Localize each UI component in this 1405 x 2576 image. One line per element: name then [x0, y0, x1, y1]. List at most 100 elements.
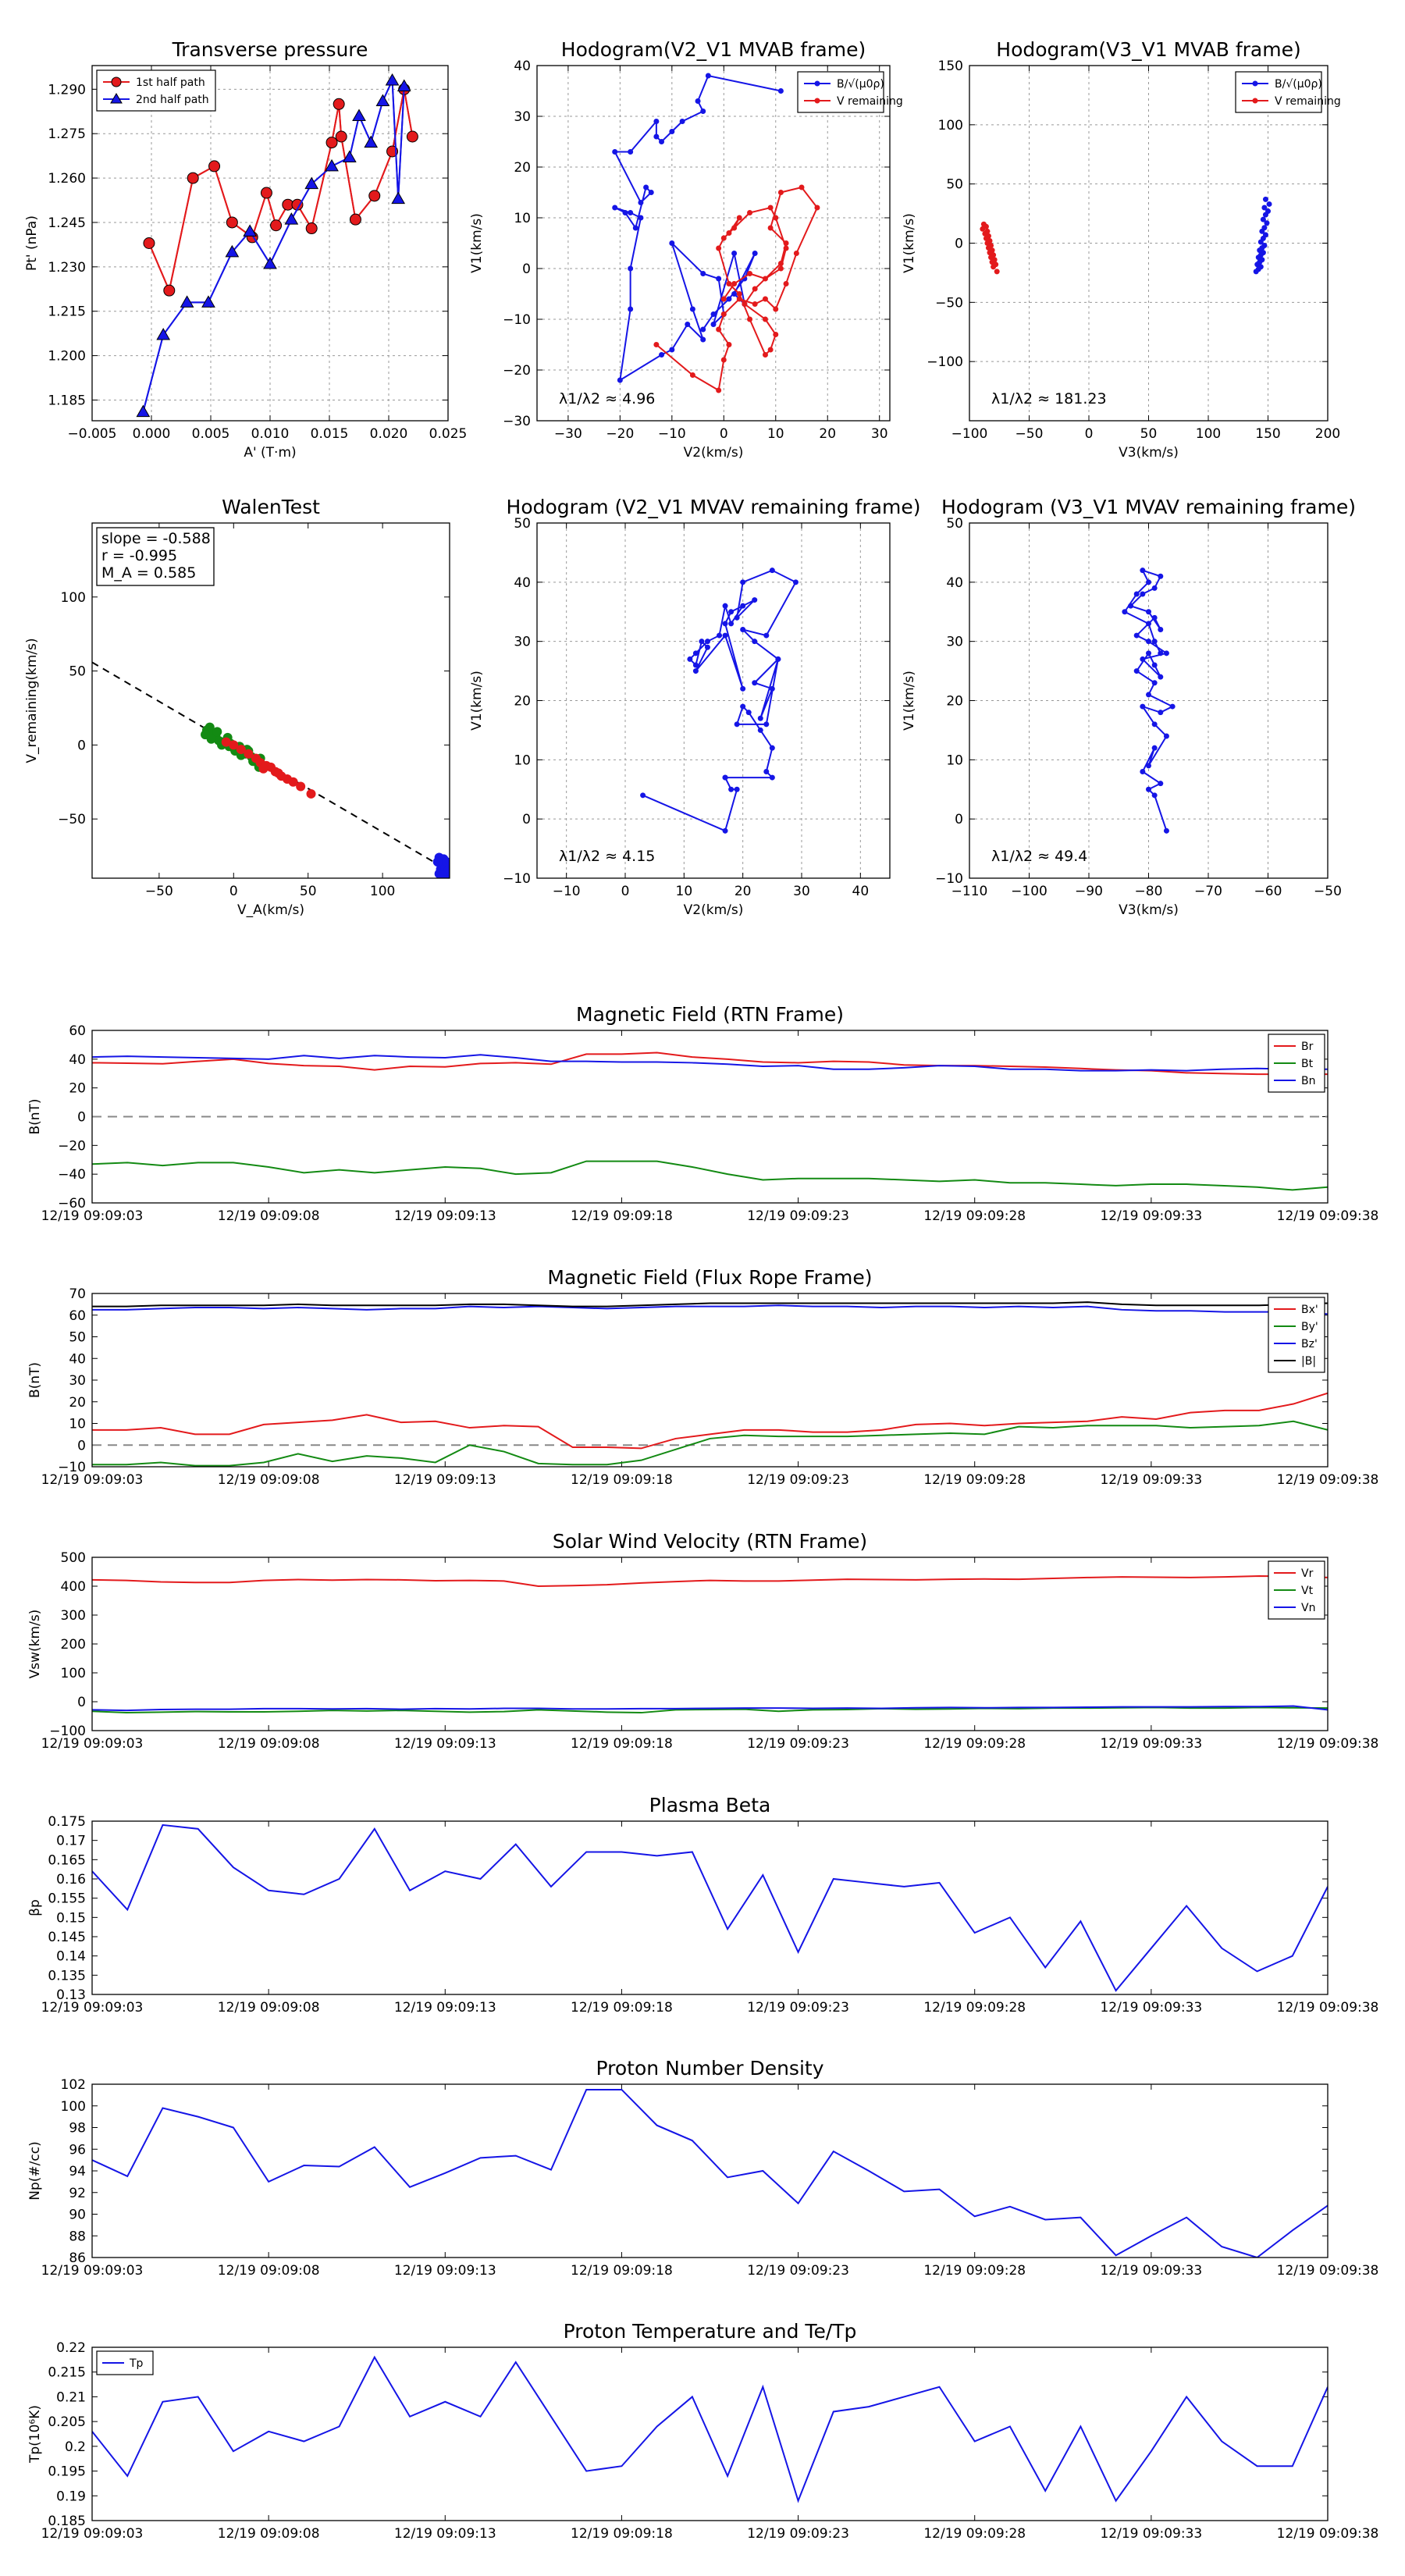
- hodo1-series-0-line: [614, 74, 781, 382]
- hodo3-point: [640, 792, 646, 799]
- vsw-ytick-label: 200: [61, 1637, 86, 1653]
- hodo2-point: [980, 226, 986, 232]
- vsw-ytick-label: 300: [61, 1608, 86, 1624]
- hodo1-point: [762, 276, 768, 282]
- tp-ytick-label: 0.2: [65, 2439, 86, 2455]
- hodo3-xlabel: V2(km/s): [684, 902, 744, 918]
- hodo4-point: [1158, 674, 1164, 680]
- hodo3-point: [728, 786, 735, 792]
- hodo1-frame: [536, 65, 891, 422]
- hodo4-ytick-label: 20: [946, 694, 963, 710]
- np-ytick-label: 90: [69, 2208, 86, 2223]
- walen-point: [221, 737, 231, 747]
- pt-xtick-label: −0.005: [68, 426, 117, 442]
- hodo4-xtick-label: −50: [1314, 884, 1342, 899]
- pt-point: [136, 404, 151, 418]
- walen-point: [244, 749, 254, 759]
- hodo1-point: [622, 210, 628, 215]
- tp-ytick-label: 0.215: [48, 2365, 86, 2381]
- hodo1-ytick-label: −30: [503, 414, 531, 429]
- legend-label: V remaining: [837, 95, 903, 108]
- pt-point: [325, 137, 338, 149]
- hodo1-point: [783, 281, 789, 286]
- hodo1-point: [773, 332, 779, 337]
- hodo1-point: [679, 119, 685, 124]
- pt-xtick-label: 0.005: [192, 426, 230, 442]
- hodo1-point: [710, 311, 717, 317]
- hodo4-ytick-label: −10: [935, 871, 963, 887]
- mag_rtn-legend-label: Bn: [1301, 1075, 1315, 1087]
- hodo3-point: [692, 668, 699, 674]
- hodo1-point: [612, 149, 618, 155]
- mag_rtn-frame: [91, 1030, 1329, 1204]
- hodo3-point: [699, 639, 705, 645]
- np-chart: 86 88 90 92 94 96 98 100 102 12/19 09:09:03 12/19 …: [27, 2057, 1378, 2279]
- walen-point: [442, 857, 450, 867]
- walen-xtick-label: 50: [300, 884, 317, 899]
- pt-series-0-line: [148, 89, 414, 294]
- hodo3-ytick-label: 50: [514, 516, 531, 532]
- mag_rtn-ytick-label: 60: [69, 1023, 86, 1039]
- np-ytick-label: 88: [69, 2229, 86, 2244]
- hodo4-point: [1146, 692, 1151, 698]
- hodo3-point: [734, 721, 740, 728]
- legend-marker: [1252, 98, 1258, 104]
- hodo1-point: [612, 205, 618, 211]
- hodo4-chart: −110 −100 −90 −80 −70 −60 −50−1001020304050V3(…: [902, 496, 1356, 918]
- hodo4-annotation: λ1/λ2 ≈ 49.4: [991, 848, 1087, 865]
- pt-point: [305, 222, 318, 235]
- hodo3-point: [734, 614, 740, 621]
- pt-point: [352, 109, 366, 121]
- hodo4-point: [1146, 579, 1151, 585]
- hodo1-point: [731, 225, 738, 231]
- walen-xtick-label: −50: [145, 884, 173, 899]
- mag_rtn-ytick-label: 40: [69, 1052, 86, 1068]
- mag_fr-series-|B|-line: [92, 1301, 1328, 1308]
- walen-ytick-label: −50: [58, 812, 86, 827]
- hodo4-point: [1146, 609, 1151, 615]
- walen-xtick-label: 0: [229, 884, 238, 899]
- vsw-title: Solar Wind Velocity (RTN Frame): [553, 1530, 867, 1553]
- hodo2-xtick-label: 50: [1140, 426, 1158, 442]
- vsw-xtick-label: 12/19 09:09:03: [41, 1736, 144, 1752]
- hodo1-xtick-label: 30: [871, 426, 888, 442]
- hodo1-point: [731, 281, 738, 286]
- hodo1-plot-area: [612, 73, 820, 393]
- pt-ytick-label: 1.245: [48, 215, 86, 231]
- vsw-xtick-label: 12/19 09:09:13: [394, 1736, 496, 1752]
- beta-xtick-label: 12/19 09:09:03: [41, 2000, 144, 2016]
- hodo3-ytick-label: 10: [514, 753, 531, 768]
- hodo4-point: [1146, 786, 1151, 792]
- pt-ytick-label: 1.215: [48, 304, 86, 320]
- hodo3-point: [728, 621, 735, 627]
- mag_fr-xtick-label: 12/19 09:09:13: [394, 1472, 496, 1488]
- hodo3-point: [722, 774, 728, 781]
- beta-series-beta-line: [92, 1823, 1328, 1992]
- np-xtick-label: 12/19 09:09:23: [747, 2263, 849, 2279]
- hodo1-point: [669, 129, 675, 134]
- tp-chart: 0.185 0.19 0.195 0.2 0.205 0.21 0.215 0.22 12/19…: [27, 2320, 1378, 2542]
- hodo3-point: [728, 609, 735, 615]
- hodo4-xlabel: V3(km/s): [1119, 902, 1179, 918]
- hodo3-point: [752, 597, 758, 603]
- hodo4-xtick-label: −80: [1135, 884, 1163, 899]
- hodo1-point: [628, 265, 634, 272]
- hodo3-point: [740, 627, 746, 632]
- vsw-series-Vt-line: [92, 1706, 1328, 1714]
- hodo1-point: [638, 200, 644, 205]
- walen-xtick-label: 100: [370, 884, 395, 899]
- walen-ytick-label: 0: [77, 738, 86, 753]
- tp-ytick-label: 0.195: [48, 2464, 86, 2480]
- tp-legend-label: Tp: [129, 2357, 144, 2370]
- walen-annotation-line: slope = -0.588: [101, 530, 211, 547]
- vsw-ytick-label: 400: [61, 1579, 86, 1595]
- hodo3-xtick-label: 40: [852, 884, 870, 899]
- np-ylabel: Np(#/cc): [27, 2141, 43, 2200]
- hodo4-point: [1122, 609, 1128, 615]
- hodo1-point: [726, 342, 732, 347]
- mag_rtn-ytick-label: −40: [58, 1167, 86, 1183]
- mag_fr-series-By'-line: [92, 1420, 1328, 1467]
- hodo1-point: [700, 271, 706, 276]
- hodo3-xtick-label: 20: [735, 884, 752, 899]
- np-ytick-label: 96: [69, 2142, 86, 2158]
